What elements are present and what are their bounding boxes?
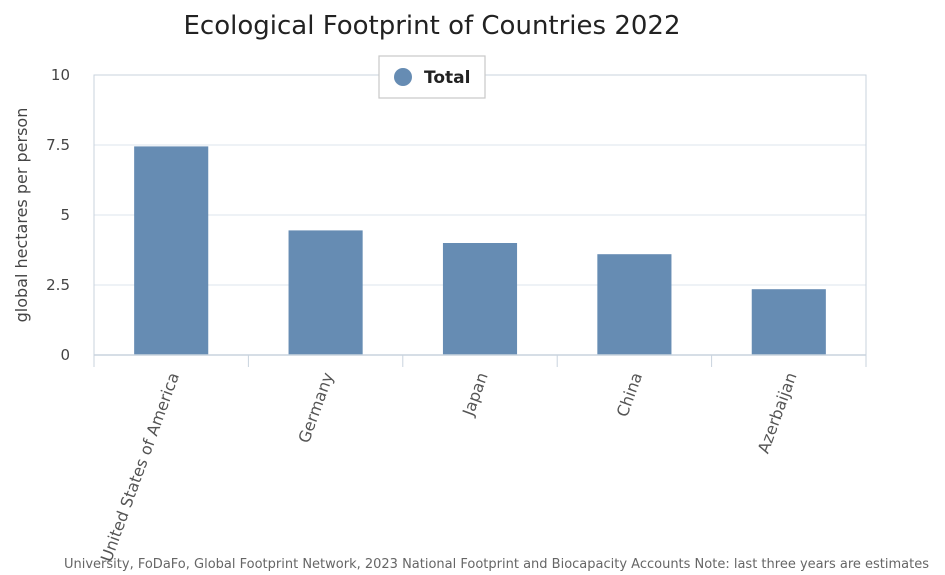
y-tick-label: 2.5 xyxy=(46,276,70,294)
x-tick-labels: United States of America Germany Japan Chin… xyxy=(97,370,801,564)
bar-germany[interactable] xyxy=(288,230,363,355)
legend-label-total: Total xyxy=(424,68,470,88)
y-axis-label: global hectares per person xyxy=(12,108,31,323)
y-tick-label: 0 xyxy=(60,346,70,364)
bars xyxy=(134,146,826,355)
bar-united-states-of-america[interactable] xyxy=(134,146,209,355)
bar-azerbaijan[interactable] xyxy=(751,289,826,355)
bar-china[interactable] xyxy=(597,254,672,355)
x-tick-label: China xyxy=(613,370,646,419)
y-tick-label: 10 xyxy=(51,66,70,84)
legend-swatch-total xyxy=(394,68,412,86)
x-axis xyxy=(93,354,867,367)
x-tick-label: United States of America xyxy=(97,370,183,564)
y-tick-labels: 0 2.5 5 7.5 10 xyxy=(46,66,70,364)
y-tick-label: 7.5 xyxy=(46,136,70,154)
legend[interactable]: Total xyxy=(378,55,486,99)
x-tick-label: Azerbaijan xyxy=(754,370,801,456)
chart-title: Ecological Footprint of Countries 2022 xyxy=(183,11,680,41)
x-tick-label: Japan xyxy=(458,370,491,419)
source-note: University, FoDaFo, Global Footprint Net… xyxy=(64,557,929,572)
bar-japan[interactable] xyxy=(442,243,518,355)
y-tick-label: 5 xyxy=(60,206,70,224)
x-tick-label: Germany xyxy=(294,370,337,446)
